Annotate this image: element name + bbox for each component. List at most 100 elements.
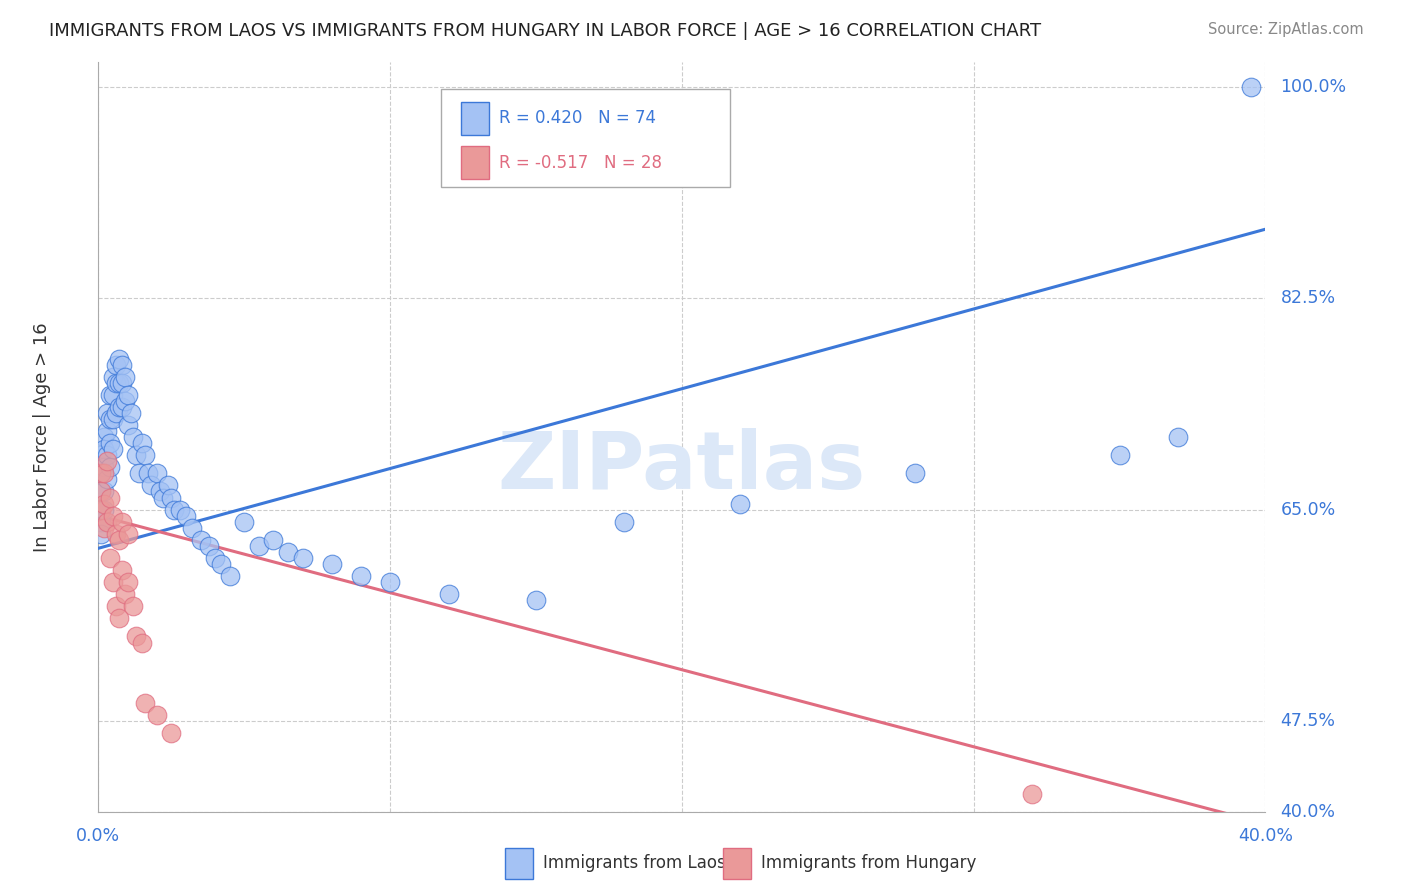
Point (218, 569, 240, 583)
Point (1167, 430, 1189, 444)
Point (120, 406, 142, 420)
Point (233, 515, 256, 529)
Point (98, 412, 121, 426)
Point (90, 448, 112, 462)
Point (90, 484, 112, 499)
Point (134, 448, 156, 462)
Point (128, 467, 150, 481)
Point (96, 406, 118, 420)
Text: 65.0%: 65.0% (1281, 500, 1336, 518)
Point (174, 508, 197, 523)
Point (114, 587, 136, 601)
Point (90, 515, 112, 529)
Text: IMMIGRANTS FROM LAOS VS IMMIGRANTS FROM HUNGARY IN LABOR FORCE | AGE > 16 CORREL: IMMIGRANTS FROM LAOS VS IMMIGRANTS FROM … (49, 22, 1042, 40)
Point (180, 521, 202, 535)
Text: 40.0%: 40.0% (1281, 803, 1336, 821)
Point (98, 388, 121, 402)
Point (104, 526, 127, 541)
Point (108, 611, 131, 625)
Point (111, 515, 134, 529)
Point (98, 460, 121, 475)
Point (146, 708, 169, 723)
Point (96, 448, 118, 462)
Point (125, 448, 148, 462)
Point (190, 533, 212, 547)
Point (134, 696, 156, 710)
Point (437, 587, 460, 601)
Point (111, 358, 134, 372)
Point (1240, 79, 1263, 94)
Point (90, 467, 112, 481)
Point (101, 575, 124, 590)
Text: 0.0%: 0.0% (76, 828, 121, 846)
Point (1108, 448, 1130, 462)
Point (380, 575, 402, 590)
Point (131, 635, 153, 649)
Point (204, 550, 226, 565)
Point (612, 515, 634, 529)
Point (262, 533, 284, 547)
Point (93, 467, 115, 481)
Point (104, 599, 127, 614)
Text: Source: ZipAtlas.com: Source: ZipAtlas.com (1208, 22, 1364, 37)
Text: 82.5%: 82.5% (1281, 289, 1336, 307)
Text: R = -0.517   N = 28: R = -0.517 N = 28 (499, 153, 662, 171)
Point (169, 502, 191, 516)
Point (122, 430, 145, 444)
Point (114, 393, 136, 408)
Point (90, 526, 112, 541)
Point (90, 484, 112, 499)
Point (117, 575, 139, 590)
Point (96, 454, 118, 468)
Text: Immigrants from Hungary: Immigrants from Hungary (761, 855, 976, 872)
Text: 100.0%: 100.0% (1281, 78, 1347, 95)
Point (247, 539, 270, 553)
Text: 40.0%: 40.0% (1237, 828, 1294, 846)
Point (117, 388, 139, 402)
Point (136, 467, 159, 481)
Point (101, 442, 124, 457)
Point (96, 515, 118, 529)
Point (163, 502, 186, 516)
Point (93, 521, 115, 535)
Point (101, 412, 124, 426)
Point (90, 467, 112, 481)
Point (291, 550, 314, 565)
Text: R = 0.420   N = 74: R = 0.420 N = 74 (499, 109, 657, 127)
Point (117, 526, 139, 541)
Point (93, 442, 115, 457)
Point (146, 467, 169, 481)
Text: Immigrants from Laos: Immigrants from Laos (543, 855, 725, 872)
Point (139, 478, 162, 492)
Point (104, 358, 127, 372)
Point (90, 502, 112, 516)
Point (524, 593, 547, 607)
Point (98, 491, 121, 505)
Text: In Labor Force | Age > 16: In Labor Force | Age > 16 (34, 322, 52, 552)
Point (108, 351, 131, 366)
Point (350, 569, 373, 583)
Point (101, 369, 124, 384)
Point (93, 484, 115, 499)
Point (904, 467, 927, 481)
Point (101, 388, 124, 402)
Point (157, 478, 180, 492)
Point (152, 491, 174, 505)
Point (93, 430, 115, 444)
Point (277, 545, 299, 559)
Point (96, 424, 118, 438)
Point (108, 400, 131, 414)
Text: ZIPatlas: ZIPatlas (498, 428, 866, 506)
Point (122, 599, 145, 614)
Point (1021, 787, 1043, 801)
Point (160, 726, 183, 740)
Point (90, 502, 112, 516)
Point (125, 630, 148, 644)
Point (149, 484, 172, 499)
Point (160, 491, 183, 505)
Point (117, 417, 139, 432)
Point (96, 472, 118, 486)
Point (730, 497, 752, 511)
Point (93, 497, 115, 511)
Point (93, 460, 115, 475)
